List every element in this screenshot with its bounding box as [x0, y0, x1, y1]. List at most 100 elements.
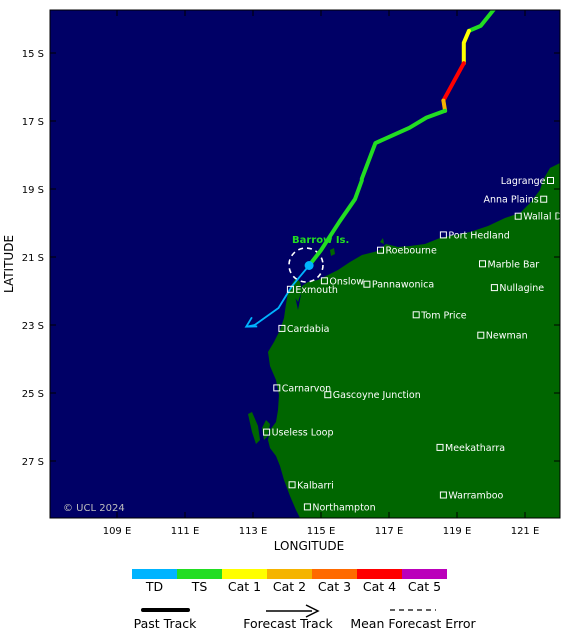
- forecast-track-line: [253, 264, 311, 326]
- town-marker: Roebourne: [377, 246, 437, 257]
- town-name: Northampton: [312, 502, 375, 513]
- legend-color-swatch: [312, 569, 357, 579]
- coastal-island: [380, 238, 384, 244]
- legend-category-label: Cat 5: [408, 579, 441, 594]
- town-square-icon: [324, 391, 332, 399]
- lon-tick-label: 115 E: [307, 526, 336, 537]
- town-marker: Kalbarri: [288, 480, 334, 491]
- town-name: Roebourne: [386, 246, 437, 257]
- mean-error-label: Mean Forecast Error: [350, 616, 476, 631]
- town-marker: Cardabia: [278, 324, 330, 335]
- intensity-legend: TD TS Cat 1 Cat 2 Cat 3 Cat 4 Cat 5: [132, 569, 447, 594]
- legend-category-label: Cat 4: [363, 579, 396, 594]
- town-marker: Newman: [477, 331, 528, 342]
- town-name: Lagrange: [501, 176, 546, 187]
- town-square-icon: [320, 277, 328, 285]
- town-square-icon: [547, 177, 554, 184]
- town-square-icon: [303, 503, 311, 511]
- town-square-icon: [412, 311, 420, 319]
- town-name: Port Hedland: [448, 230, 509, 241]
- legend-color-swatch: [132, 569, 177, 579]
- town-name: Warramboo: [448, 491, 503, 502]
- lat-tick-label: 17 S: [22, 117, 44, 128]
- lon-tick-label: 109 E: [103, 526, 132, 537]
- town-name: Carnarvon: [282, 383, 331, 394]
- town-square-icon: [363, 280, 371, 288]
- lon-tick-label: 121 E: [511, 526, 540, 537]
- lat-tick-label: 27 S: [22, 457, 44, 468]
- town-square-icon: [286, 285, 294, 293]
- town-name: Marble Bar: [488, 259, 540, 270]
- town-square-icon: [490, 284, 498, 292]
- legend-category-label: TD: [145, 579, 163, 594]
- past-track-segment: [441, 61, 466, 103]
- town-marker: Northampton: [303, 502, 376, 513]
- town-marker: Anna Plains: [484, 195, 548, 206]
- town-marker: Useless Loop: [263, 428, 334, 439]
- x-axis-title: LONGITUDE: [274, 539, 344, 553]
- mean-forecast-error-circle: [288, 247, 324, 283]
- lon-tick-label: 119 E: [443, 526, 472, 537]
- copyright-text: © UCL 2024: [63, 503, 125, 514]
- town-name: Exmouth: [295, 285, 337, 296]
- forecast-arrow-head: [244, 316, 258, 328]
- town-square-icon: [278, 324, 286, 332]
- map-frame: [49, 9, 561, 519]
- town-square-icon: [377, 246, 384, 254]
- town-marker: Nullagine: [490, 283, 544, 294]
- town-marker: Carnarvon: [273, 383, 331, 394]
- legend-color-swatch: [267, 569, 312, 579]
- legend-category-label: Cat 3: [318, 579, 351, 594]
- legend-color-swatch: [357, 569, 402, 579]
- town-name: Tom Price: [420, 310, 467, 321]
- legend-category-label: Cat 1: [228, 579, 261, 594]
- lon-tick-label: 113 E: [239, 526, 268, 537]
- lat-tick-label: 19 S: [22, 185, 44, 196]
- cyclone-track: [253, 10, 496, 326]
- town-marker: Pannawonica: [363, 280, 434, 291]
- forecast-track-arrow-icon: [305, 604, 320, 618]
- town-marker: Warramboo: [439, 491, 504, 502]
- town-name: Useless Loop: [272, 428, 334, 439]
- town-name: Gascoyne Junction: [333, 390, 421, 401]
- town-name: Wallal Downs: [523, 212, 580, 223]
- town-square-icon: [288, 481, 296, 489]
- town-square-icon: [263, 428, 271, 436]
- town-square-icon: [436, 443, 444, 451]
- town-marker: Wallal Downs: [514, 212, 580, 223]
- town-square-icon: [439, 491, 447, 499]
- town-marker: Tom Price: [412, 310, 467, 321]
- past-track-segment: [466, 10, 496, 33]
- town-marker: Lagrange: [501, 176, 554, 187]
- y-axis-title: LATITUDE: [2, 235, 16, 293]
- town-square-icon: [514, 212, 522, 220]
- town-marker: Port Hedland: [439, 230, 510, 241]
- town-name: Onslow: [329, 276, 364, 287]
- lat-tick-label: 25 S: [22, 389, 44, 400]
- dirk-hartog-island: [248, 412, 260, 444]
- lat-tick-label: 23 S: [22, 321, 44, 332]
- line-style-legend: Past Track Forecast Track Mean Forecast …: [134, 604, 477, 631]
- town-square-icon: [439, 231, 447, 239]
- town-name: Nullagine: [499, 283, 544, 294]
- legend-category-label: Cat 2: [273, 579, 306, 594]
- town-marker: Gascoyne Junction: [324, 390, 421, 401]
- town-name: Meekatharra: [445, 443, 505, 454]
- legend-color-swatch: [222, 569, 267, 579]
- town-name: Anna Plains: [484, 195, 539, 206]
- town-markers: Lagrange Anna Plains Wallal Downs Port Hedl…: [263, 176, 580, 513]
- land-mass: [268, 163, 560, 518]
- town-name: Newman: [486, 331, 528, 342]
- town-name: Kalbarri: [297, 480, 334, 491]
- latitude-axis: 15 S 17 S 19 S 21 S 23 S 25 S 27 S: [22, 49, 560, 468]
- past-track-label: Past Track: [134, 616, 197, 631]
- barrow-island: [330, 248, 335, 256]
- lat-tick-label: 21 S: [22, 253, 44, 264]
- forecast-track-label: Forecast Track: [243, 616, 333, 631]
- town-square-icon: [477, 331, 485, 339]
- town-name: Cardabia: [287, 324, 330, 335]
- town-marker: Marble Bar: [479, 259, 540, 270]
- past-track-segment: [461, 28, 471, 66]
- past-track-segment: [307, 108, 448, 268]
